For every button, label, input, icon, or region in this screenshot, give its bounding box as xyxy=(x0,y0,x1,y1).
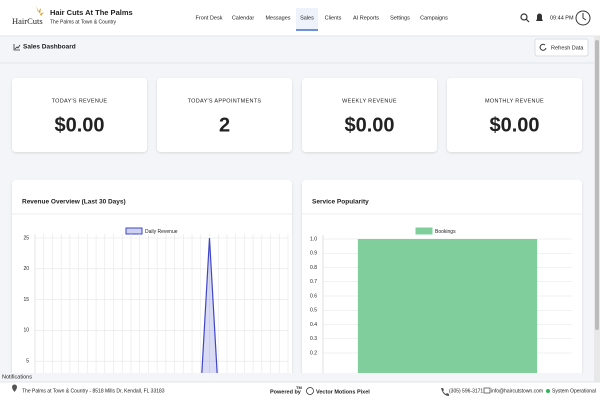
chart-title: Service Popularity xyxy=(312,199,369,206)
nav-item[interactable]: Calendar xyxy=(232,15,254,21)
stat-card xyxy=(157,78,292,152)
footer xyxy=(0,382,600,400)
logo: HairCuts xyxy=(12,16,43,26)
y-tick-label: 0.9 xyxy=(310,251,317,257)
logo-palm xyxy=(36,6,44,16)
y-tick-label: 0.4 xyxy=(310,322,317,328)
refresh-icon xyxy=(539,43,547,51)
y-tick-label: 5 xyxy=(26,359,29,365)
y-tick-label: 0.3 xyxy=(310,336,317,342)
mail-icon xyxy=(483,387,491,394)
y-tick-label: 0.2 xyxy=(310,350,317,356)
status: System Operational xyxy=(552,388,596,394)
y-tick-label: 0.6 xyxy=(310,293,317,299)
nav-item[interactable]: Settings xyxy=(390,15,410,21)
chart-icon xyxy=(13,44,21,51)
area xyxy=(201,238,218,373)
email[interactable]: info@haircutstown.com xyxy=(491,388,543,394)
chart-title: Revenue Overview (Last 30 Days) xyxy=(22,199,126,206)
legend-label: Daily Revenue xyxy=(145,229,178,235)
bar xyxy=(357,239,538,373)
y-tick-label: 10 xyxy=(23,328,29,334)
y-tick-label: 0.8 xyxy=(310,265,317,271)
brand: Vector Motions Pixel xyxy=(316,389,370,395)
nav-item[interactable]: AI Reports xyxy=(353,15,379,21)
address: The Palms at Town & Country - 8518 Mills… xyxy=(22,388,165,394)
y-tick-label: 15 xyxy=(23,297,29,303)
nav-item[interactable]: Campaigns xyxy=(420,15,448,21)
brand-subtitle: The Palms at Town & Country xyxy=(50,19,117,25)
stat-value: 2 xyxy=(219,114,230,136)
legend-label: Bookings xyxy=(435,229,456,235)
search-icon-handle xyxy=(525,18,530,23)
y-tick-label: 20 xyxy=(23,266,29,272)
notifications[interactable]: Notifications xyxy=(2,374,32,380)
stat-value: $0.00 xyxy=(344,114,394,136)
brand-title: Hair Cuts At The Palms xyxy=(50,8,133,17)
nav-active-bg xyxy=(296,8,318,30)
refresh-button[interactable] xyxy=(534,38,589,57)
refresh-label[interactable]: Refresh Data xyxy=(551,45,584,51)
search-icon[interactable] xyxy=(520,13,528,21)
nav-item[interactable]: Sales xyxy=(300,15,314,21)
nav-item[interactable]: Messages xyxy=(265,15,290,21)
scrollbar-thumb[interactable] xyxy=(595,40,599,330)
stat-label: WEEKLY REVENUE xyxy=(342,98,397,104)
stat-card xyxy=(12,78,147,152)
stat-label: TODAY'S APPOINTMENTS xyxy=(188,98,262,104)
phone: (305) 596-3171 xyxy=(449,388,483,394)
page-title: Sales Dashboard xyxy=(23,44,76,51)
status-dot xyxy=(546,389,550,393)
legend-swatch xyxy=(125,227,143,235)
powered-by: Powered by xyxy=(270,389,302,395)
pin-icon xyxy=(12,384,17,392)
stat-card xyxy=(302,78,437,152)
y-tick-label: 1.0 xyxy=(310,236,317,242)
y-tick-label: 25 xyxy=(23,235,29,241)
stat-value: $0.00 xyxy=(54,114,104,136)
legend-swatch xyxy=(415,227,433,235)
trademark: TM xyxy=(296,385,302,390)
brand-icon xyxy=(306,387,314,395)
time: 09:44 PM xyxy=(550,15,574,21)
clock-hands xyxy=(582,13,587,21)
stat-label: TODAY'S REVENUE xyxy=(52,98,108,104)
chart-card xyxy=(12,180,292,373)
phone-icon xyxy=(441,388,449,396)
nav-item[interactable]: Front Desk xyxy=(196,15,223,21)
y-tick-label: 0.7 xyxy=(310,279,317,285)
stat-card xyxy=(447,78,582,152)
stat-value: $0.00 xyxy=(489,114,539,136)
y-tick-label: 0.5 xyxy=(310,308,317,314)
nav-item[interactable]: Clients xyxy=(325,15,342,21)
stat-label: MONTHLY REVENUE xyxy=(485,98,544,104)
bell-icon[interactable] xyxy=(536,13,543,22)
